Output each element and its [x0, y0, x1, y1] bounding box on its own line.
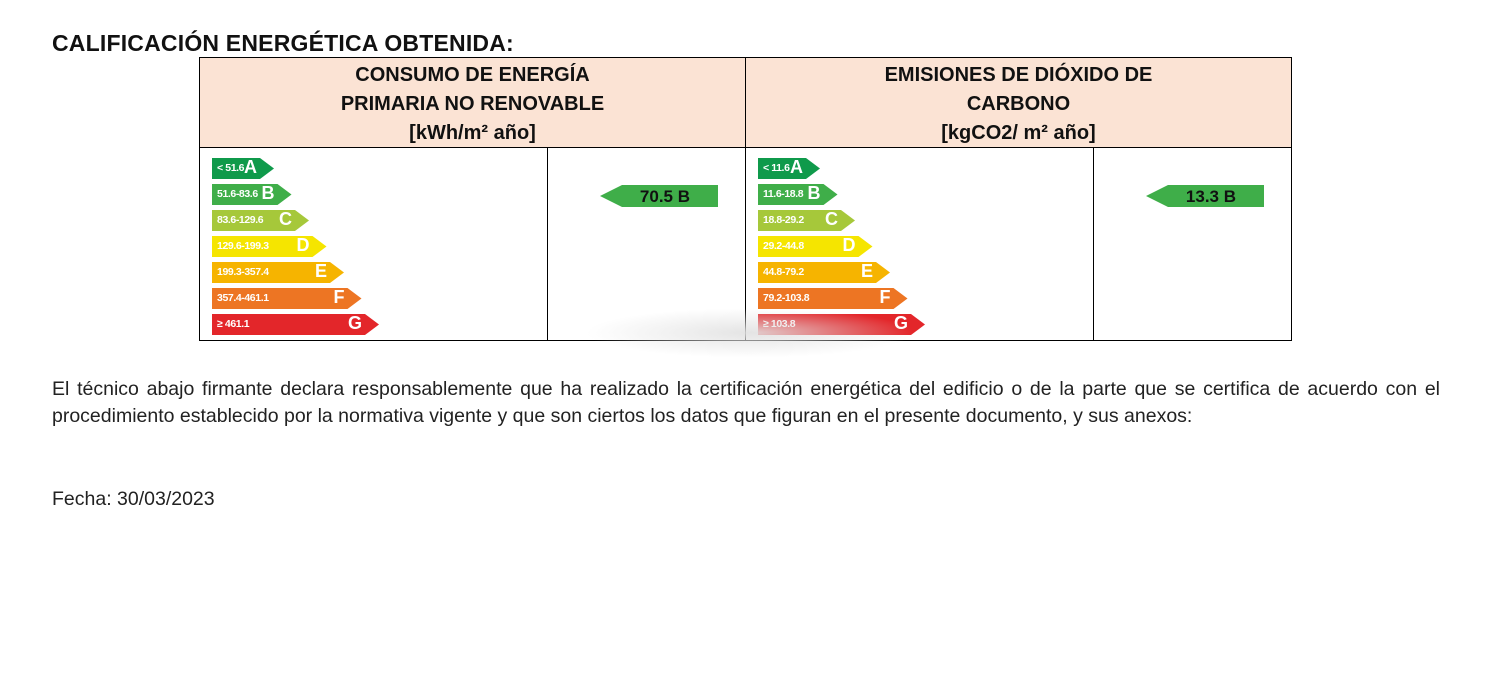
consumo-result-cell: 70.5 B [548, 148, 746, 340]
blurred-signature-mark [585, 308, 915, 358]
consumo-rating-bar-a: < 51.6 A [212, 158, 274, 179]
consumo-scale-cell: < 51.6 A 51.6-83.6 B 83.6-129.6 C 129.6-199.3 D… [200, 148, 548, 340]
emisiones-rating-bar-e: 44.8-79.2 E [758, 262, 890, 283]
emisiones-rating-range: < 11.6 [763, 162, 790, 174]
emisiones-rating-range: 79.2-103.8 [763, 292, 810, 304]
consumo-rating-range: ≥ 461.1 [217, 318, 250, 330]
energy-rating-table: CONSUMO DE ENERGÍA PRIMARIA NO RENOVABLE… [199, 57, 1292, 341]
declaration-text: El técnico abajo firmante declara respon… [52, 378, 1440, 427]
consumo-rating-letter: F [333, 287, 345, 307]
consumo-header: CONSUMO DE ENERGÍA PRIMARIA NO RENOVABLE… [200, 58, 746, 148]
emisiones-header-line-1: EMISIONES DE DIÓXIDO DE [884, 64, 1153, 86]
emisiones-rating-letter: B [807, 183, 821, 203]
consumo-scale: < 51.6 A 51.6-83.6 B 83.6-129.6 C 129.6-199.3 D… [212, 158, 379, 340]
date-line: Fecha: 30/03/2023 [52, 488, 215, 510]
emisiones-rating-bar-f: 79.2-103.8 F [758, 288, 908, 309]
consumo-rating-range: 357.4-461.1 [217, 292, 269, 304]
emisiones-rating-range: 11.6-18.8 [763, 188, 804, 200]
consumo-rating-bar-e: 199.3-357.4 E [212, 262, 344, 283]
emisiones-rating-range: 44.8-79.2 [763, 266, 804, 278]
consumo-rating-range: 199.3-357.4 [217, 266, 269, 278]
consumo-rating-bar-g: ≥ 461.1 G [212, 314, 379, 335]
consumo-rating-range: 51.6-83.6 [217, 188, 258, 200]
consumo-rating-letter: A [244, 157, 257, 177]
consumo-rating-letter: C [279, 209, 292, 229]
consumo-header-unit: [kWh/m² año] [409, 122, 536, 144]
consumo-rating-range: < 51.6 [217, 162, 245, 174]
emisiones-rating-bar-d: 29.2-44.8 D [758, 236, 873, 257]
consumo-rating-range: 129.6-199.3 [217, 240, 269, 252]
consumo-rating-letter: D [296, 235, 310, 255]
emisiones-rating-range: 29.2-44.8 [763, 240, 804, 252]
emisiones-rating-bar-a: < 11.6 A [758, 158, 820, 179]
emisiones-result-indicator: 13.3 B [1146, 185, 1264, 207]
consumo-rating-bar-c: 83.6-129.6 C [212, 210, 309, 231]
consumo-header-line-1: CONSUMO DE ENERGÍA [355, 64, 590, 86]
emisiones-rating-letter: E [860, 261, 873, 281]
consumo-rating-bar-b: 51.6-83.6 B [212, 184, 292, 205]
consumo-result-indicator: 70.5 B [600, 185, 718, 207]
page-heading: CALIFICACIÓN ENERGÉTICA OBTENIDA: [52, 30, 514, 56]
emisiones-rating-letter: D [842, 235, 856, 255]
consumo-rating-bar-f: 357.4-461.1 F [212, 288, 362, 309]
consumo-rating-range: 83.6-129.6 [217, 214, 264, 226]
emisiones-rating-bar-c: 18.8-29.2 C [758, 210, 855, 231]
consumo-rating-bar-d: 129.6-199.3 D [212, 236, 327, 257]
emisiones-header-unit: [kgCO2/ m² año] [941, 122, 1096, 144]
emisiones-rating-letter: A [790, 157, 803, 177]
emisiones-rating-letter: C [825, 209, 838, 229]
consumo-header-line-2: PRIMARIA NO RENOVABLE [340, 93, 605, 115]
emisiones-header: EMISIONES DE DIÓXIDO DE CARBONO [kgCO2/ … [746, 58, 1291, 148]
emisiones-header-line-2: CARBONO [966, 93, 1071, 115]
consumo-rating-letter: E [314, 261, 327, 281]
emisiones-rating-bar-b: 11.6-18.8 B [758, 184, 838, 205]
emisiones-rating-letter: F [879, 287, 891, 307]
consumo-rating-letter: G [347, 313, 362, 333]
emisiones-result-cell: 13.3 B [1094, 148, 1291, 340]
consumo-rating-letter: B [261, 183, 275, 203]
emisiones-rating-range: 18.8-29.2 [763, 214, 804, 226]
